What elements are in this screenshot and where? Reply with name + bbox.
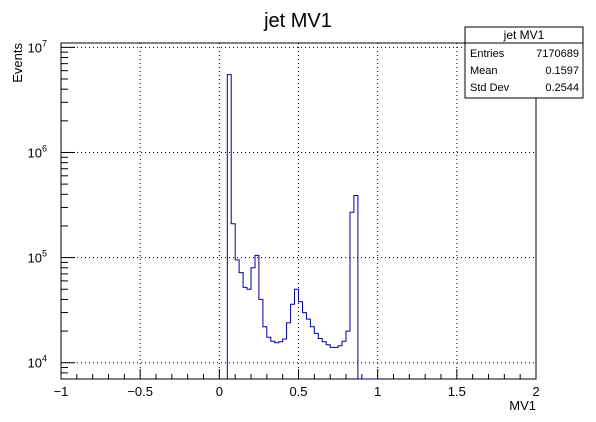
y-axis-label: Events — [10, 43, 25, 83]
stats-mean-value: 0.1597 — [545, 65, 579, 77]
x-tick-labels: −1 −0.5 0 0.5 1 1.5 2 — [54, 384, 540, 399]
stats-title: jet MV1 — [503, 28, 545, 42]
y-tick-label: 107 — [28, 38, 47, 55]
x-axis-label: MV1 — [509, 398, 536, 413]
stats-stddev-value: 0.2544 — [545, 82, 579, 94]
stats-box: jet MV1 Entries 7170689 Mean 0.1597 Std … — [464, 26, 584, 99]
histogram-line — [226, 74, 378, 380]
major-ticks — [60, 46, 537, 379]
stats-mean-label: Mean — [470, 65, 498, 77]
stats-stddev-label: Std Dev — [470, 82, 510, 94]
y-tick-label: 104 — [28, 354, 47, 371]
grid-lines — [61, 43, 536, 379]
stats-entries-value: 7170689 — [536, 48, 579, 60]
x-tick-label: 0.5 — [289, 384, 307, 399]
x-tick-label: 1 — [374, 384, 381, 399]
x-tick-label: 1.5 — [448, 384, 466, 399]
x-tick-label: −1 — [54, 384, 69, 399]
chart-title: jet MV1 — [263, 10, 332, 32]
x-tick-label: −0.5 — [127, 384, 153, 399]
y-tick-labels: 104 105 106 107 — [28, 38, 47, 370]
y-tick-label: 105 — [28, 249, 47, 266]
stats-entries-label: Entries — [470, 48, 505, 60]
y-tick-label: 106 — [28, 143, 47, 160]
x-tick-label: 2 — [532, 384, 539, 399]
minor-ticks — [61, 51, 521, 380]
x-tick-label: 0 — [216, 384, 223, 399]
